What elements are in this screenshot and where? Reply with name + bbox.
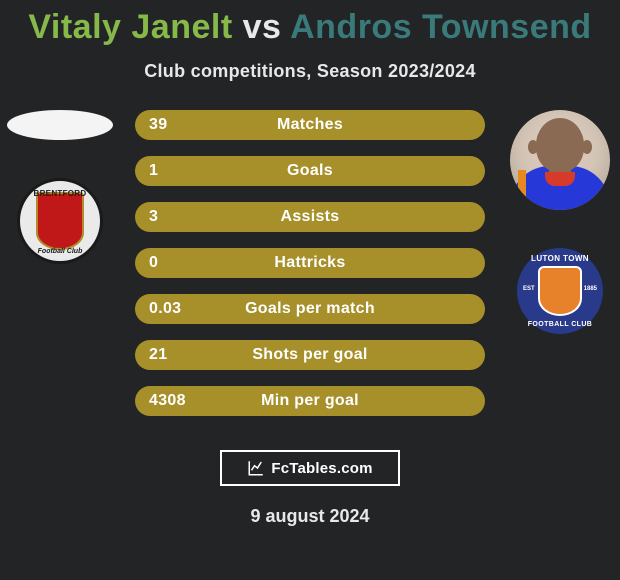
right-column: LUTON TOWN EST 1885 FOOTBALL CLUB bbox=[500, 110, 620, 334]
date-text: 9 august 2024 bbox=[0, 506, 620, 527]
stat-label: Goals bbox=[135, 162, 485, 180]
brand-text: FcTables.com bbox=[271, 460, 372, 477]
stat-bar: 1Goals bbox=[135, 156, 485, 186]
club-badge-right: LUTON TOWN EST 1885 FOOTBALL CLUB bbox=[517, 248, 603, 334]
page-title: Vitaly Janelt vs Andros Townsend bbox=[0, 0, 620, 47]
stat-bar: 3Assists bbox=[135, 202, 485, 232]
club-badge-right-inner bbox=[538, 266, 582, 316]
chart-icon bbox=[247, 459, 265, 477]
stat-label: Assists bbox=[135, 208, 485, 226]
club-badge-right-name: LUTON TOWN bbox=[520, 254, 600, 263]
stat-bars: 39Matches 1Goals 3Assists 0Hattricks 0.03Goa… bbox=[135, 110, 485, 416]
stat-label: Matches bbox=[135, 116, 485, 134]
player2-avatar bbox=[510, 110, 610, 210]
stat-label: Goals per match bbox=[135, 300, 485, 318]
subtitle: Club competitions, Season 2023/2024 bbox=[0, 61, 620, 82]
left-column: BRENTFORD Football Club bbox=[0, 110, 120, 264]
stat-label: Shots per goal bbox=[135, 346, 485, 364]
stat-bar: 21Shots per goal bbox=[135, 340, 485, 370]
stat-label: Hattricks bbox=[135, 254, 485, 272]
club-badge-right-year: 1885 bbox=[584, 286, 597, 292]
club-badge-right-sub: FOOTBALL CLUB bbox=[520, 321, 600, 328]
comparison-area: BRENTFORD Football Club LUTON TOWN EST 1… bbox=[0, 110, 620, 430]
club-badge-left-sub: Football Club bbox=[25, 248, 95, 255]
club-badge-right-est: EST bbox=[523, 286, 535, 292]
stat-bar: 0.03Goals per match bbox=[135, 294, 485, 324]
stat-bar: 0Hattricks bbox=[135, 248, 485, 278]
club-badge-left-inner bbox=[36, 192, 84, 250]
stat-bar: 39Matches bbox=[135, 110, 485, 140]
vs-text: vs bbox=[233, 8, 290, 46]
brand-box: FcTables.com bbox=[220, 450, 400, 486]
club-badge-left: BRENTFORD Football Club bbox=[17, 178, 103, 264]
player1-name: Vitaly Janelt bbox=[28, 8, 232, 46]
stat-label: Min per goal bbox=[135, 392, 485, 410]
player2-name: Andros Townsend bbox=[290, 8, 592, 46]
stat-bar: 4308Min per goal bbox=[135, 386, 485, 416]
club-badge-left-name: BRENTFORD bbox=[25, 189, 95, 198]
player1-avatar-placeholder bbox=[7, 110, 113, 140]
